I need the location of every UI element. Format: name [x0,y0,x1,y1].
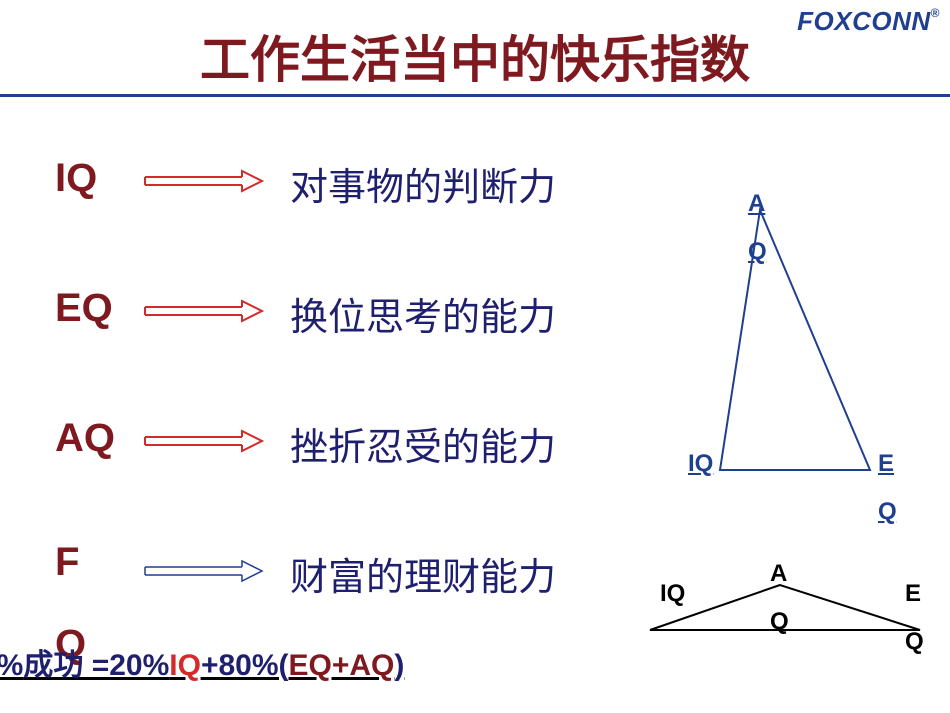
tri-label-top-b: Q [748,238,767,266]
row-label-eq: EQ [55,286,113,331]
slide-root: FOXCONN® 工作生活当中的快乐指数 IQ对事物的判断力EQ换位思考的能力A… [0,0,950,713]
formula-mid2: +80%( [201,649,289,682]
row-label-fq-top: F [55,540,79,585]
row-desc-eq: 换位思考的能力 [290,286,556,341]
tri-label-left: IQ [688,450,713,478]
arrow-eq [140,296,280,331]
row-label-iq: IQ [55,156,97,201]
formula-iq: IQ [169,649,201,682]
tri-label-right-a: E [878,450,894,478]
success-formula: 0%成功 =20%IQ+80%(EQ+AQ) [0,640,404,684]
title-rule [0,94,950,97]
formula-mid1: 成功 =20% [23,649,169,682]
arrow-iq [140,166,280,201]
row-desc-aq: 挫折忍受的能力 [290,416,556,471]
triangle-flat [0,0,950,713]
arrow-aq [140,426,280,461]
tri-label-right-b: Q [905,628,924,656]
arrow-fq [140,556,280,591]
tri-label-left: IQ [660,580,685,608]
row-desc-fq: 财富的理财能力 [290,546,556,601]
page-title: 工作生活当中的快乐指数 [0,20,950,92]
row-desc-iq: 对事物的判断力 [290,156,556,211]
row-label-aq: AQ [55,416,115,461]
triangle-tall [0,0,950,713]
formula-eqaq: EQ+AQ [289,649,395,682]
logo-reg: ® [931,6,940,20]
tri-label-top-a: A [748,190,765,218]
tri-label-right-b: Q [878,498,897,526]
tri-label-top-b: Q [770,608,789,636]
tri-label-right-a: E [905,580,921,608]
tri-label-top-a: A [770,560,787,588]
formula-end: ) [394,649,404,682]
formula-prefix: 0% [0,649,23,682]
